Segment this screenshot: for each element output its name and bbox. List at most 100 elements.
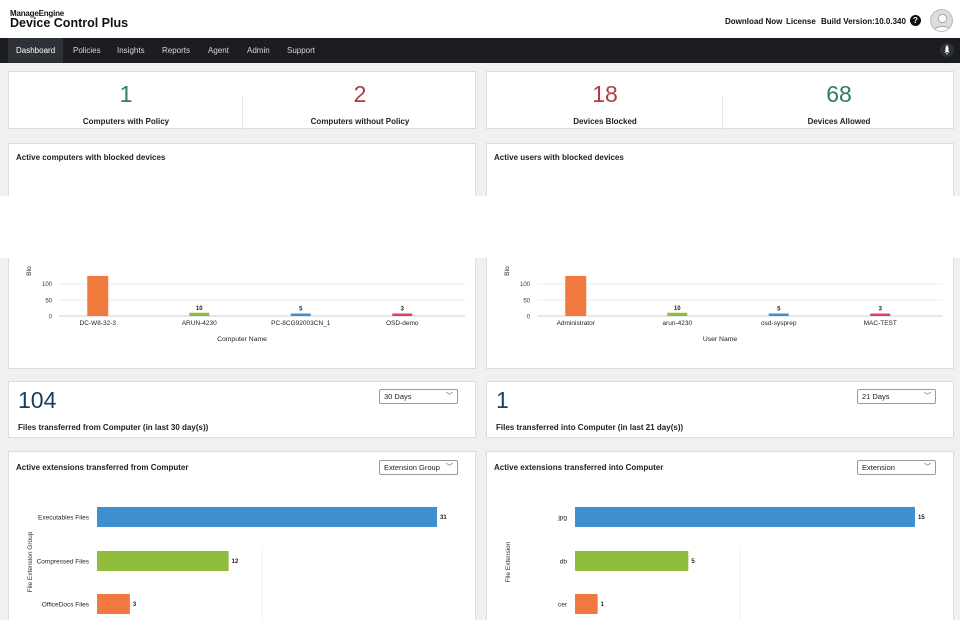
user-icon [933,13,952,31]
y-tick-label: 100 [520,282,531,288]
data-label: 1 [601,602,605,608]
bar-1 [87,275,109,316]
bar-4 [870,313,891,316]
group-select-into[interactable]: Extension ﹀ [857,460,936,475]
x-tick-label: DC-W8-32-3 [80,320,117,327]
hbar-2 [97,551,229,571]
y-tick-label: Executables Files [38,515,90,522]
files-from-count: 104 [18,387,57,413]
stat-value: 1 [119,81,133,107]
bar-1 [565,275,587,316]
stat-value: 68 [826,81,852,107]
y-axis-title: File Extension Group [27,531,34,592]
extensions-into-card: Active extensions transferred into Compu… [486,451,954,620]
bar-3 [768,313,789,316]
data-label: 12 [232,559,239,565]
hbar-1 [575,507,915,527]
files-from-computer-card: 104 Files transferred from Computer (in … [8,381,476,438]
period-select-into[interactable]: 21 Days ﹀ [857,389,936,404]
y-tick-label: 0 [49,315,53,321]
stat-label: Devices Allowed [807,117,871,126]
data-label: 5 [299,307,303,313]
nav-admin[interactable]: Admin [247,46,270,55]
extensions-from-card: Active extensions transferred from Compu… [8,451,476,620]
main-nav: Dashboard Policies Insights Reports Agen… [0,38,960,63]
y-axis-label: Blo [504,266,511,276]
nav-reports[interactable]: Reports [162,46,191,55]
x-tick-label: ARUN-4230 [182,320,217,327]
data-label: 3 [401,307,405,313]
x-tick-label: arun-4230 [662,320,692,327]
extensions-into-chart: 15 jpg 5 db 1 cer File Extension [505,507,925,620]
data-label: 3 [133,602,137,608]
chevron-down-icon: ﹀ [446,464,453,471]
group-select-value: Extension [862,463,895,472]
license-link[interactable]: License [786,17,816,26]
nav-policies[interactable]: Policies [73,46,101,55]
group-select-from[interactable]: Extension Group ﹀ [379,460,458,475]
bar-2 [667,312,688,316]
data-label: 5 [691,559,695,565]
nav-agent[interactable]: Agent [208,46,229,55]
y-tick-label: cer [558,602,568,609]
y-tick-label: 0 [527,315,531,321]
build-version: Build Version:10.0.340 [821,17,906,26]
blocked-users-chart: 0 50 100 Blo Administrator 10 arun-4230 5 osd-sy… [504,266,943,343]
help-icon[interactable]: ? [910,15,921,26]
stat-label: Computers without Policy [310,117,410,126]
period-select-value: 30 Days [384,392,412,401]
x-tick-label: MAC-TEST [864,320,897,327]
stat-value: 2 [353,81,367,107]
card-title: Active extensions transferred into Compu… [494,463,664,472]
avatar[interactable] [930,9,953,32]
nav-dashboard[interactable]: Dashboard [8,38,64,63]
rocket-glyph [944,45,950,55]
period-select-value: 21 Days [862,392,890,401]
bar-2 [189,312,210,316]
files-into-label: Files transferred into Computer (in last… [496,423,684,432]
y-tick-label: jpg [557,515,567,522]
divider [722,96,723,130]
hbar-1 [97,507,437,527]
files-into-count: 1 [496,387,509,413]
app-header: ManageEngine Device Control Plus Downloa… [0,0,960,38]
data-label: 3 [879,307,883,313]
x-tick-label: Administrator [557,320,596,327]
stat-value: 18 [592,81,618,107]
y-tick-label: Compressed Files [37,559,90,566]
nav-support[interactable]: Support [287,46,316,55]
card-title: Active users with blocked devices [494,153,624,162]
rocket-icon[interactable] [940,43,954,57]
y-tick-label: OfficeDocs Files [42,602,90,609]
files-into-computer-card: 1 Files transferred into Computer (in la… [486,381,954,438]
stat-label: Devices Blocked [573,117,637,126]
y-tick-label: db [560,559,568,566]
group-select-value: Extension Group [384,463,440,472]
brand-vendor: ManageEngine [10,9,65,18]
x-tick-label: PC-8CG92003CN_1 [271,320,331,327]
x-tick-label: OSD-demo [386,320,419,327]
data-label: 10 [196,306,203,312]
bar-3 [290,313,311,316]
download-now-link[interactable]: Download Now [725,17,783,26]
chevron-down-icon: ﹀ [446,393,453,400]
brand-product[interactable]: Device Control Plus [10,16,129,30]
y-tick-label: 100 [42,282,53,288]
stat-computers-without-policy[interactable]: 2 Computers without Policy [243,72,477,130]
nav-insights[interactable]: Insights [117,46,145,55]
stat-devices-blocked[interactable]: 18 Devices Blocked [487,72,723,130]
stat-computers-with-policy[interactable]: 1 Computers with Policy [9,72,243,130]
y-tick-label: 50 [523,298,530,304]
loading-band [0,196,960,258]
period-select-from[interactable]: 30 Days ﹀ [379,389,458,404]
files-from-label: Files transferred from Computer (in last… [18,423,209,432]
x-axis-title: User Name [703,336,738,343]
policy-stats-card: 1 Computers with Policy 2 Computers with… [8,71,477,130]
chevron-down-icon: ﹀ [924,393,931,400]
divider [242,96,243,130]
hbar-3 [97,594,130,614]
y-axis-title: File Extension [505,541,512,582]
data-label: 5 [777,307,781,313]
stat-devices-allowed[interactable]: 68 Devices Allowed [723,72,955,130]
extensions-from-chart: 31 Executables Files 12 Compressed Files 3 Of… [27,507,447,620]
